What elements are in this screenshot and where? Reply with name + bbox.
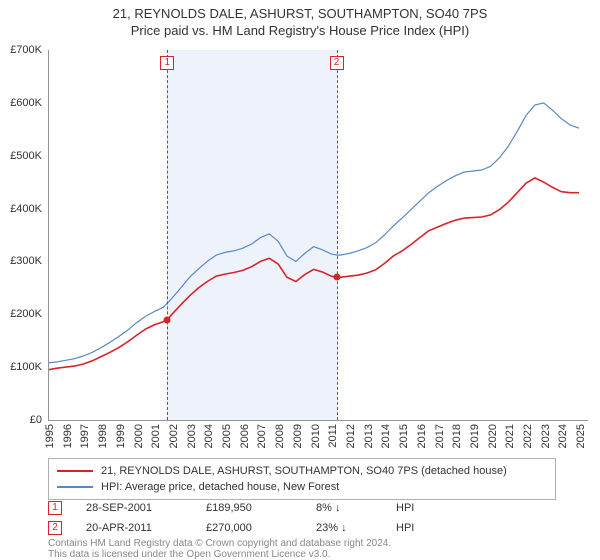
x-tick-label: 2000	[133, 424, 145, 448]
x-tick-label: 2012	[345, 424, 357, 448]
legend-label-property: 21, REYNOLDS DALE, ASHURST, SOUTHAMPTON,…	[101, 465, 507, 477]
sale-marker-box: 2	[330, 56, 344, 70]
x-tick-label: 2014	[380, 424, 392, 448]
y-axis	[48, 50, 49, 420]
sale-marker-box: 2	[48, 521, 62, 535]
sale-dot	[333, 274, 340, 281]
legend-label-hpi: HPI: Average price, detached house, New …	[101, 481, 339, 493]
x-tick-label: 2020	[487, 424, 499, 448]
sale-price: £189,950	[206, 502, 316, 514]
legend-item-hpi: HPI: Average price, detached house, New …	[57, 479, 547, 495]
x-tick-label: 2025	[575, 424, 587, 448]
legend-item-property: 21, REYNOLDS DALE, ASHURST, SOUTHAMPTON,…	[57, 463, 547, 479]
x-tick-label: 1997	[79, 424, 91, 448]
series-hpi	[48, 103, 579, 363]
x-axis	[48, 420, 588, 421]
x-tick-label: 2016	[416, 424, 428, 448]
x-tick-label: 2008	[274, 424, 286, 448]
x-tick-label: 2003	[186, 424, 198, 448]
footer-line-1: Contains HM Land Registry data © Crown c…	[48, 538, 391, 549]
chart-title: 21, REYNOLDS DALE, ASHURST, SOUTHAMPTON,…	[0, 0, 600, 38]
x-tick-label: 2007	[256, 424, 268, 448]
x-tick-label: 2013	[363, 424, 375, 448]
x-tick-label: 2023	[540, 424, 552, 448]
y-tick-label: £100K	[0, 361, 42, 373]
x-tick-label: 2021	[504, 424, 516, 448]
sale-marker-box: 1	[160, 56, 174, 70]
y-tick-label: £0	[0, 414, 42, 426]
legend-swatch-hpi	[57, 486, 93, 488]
x-tick-label: 2024	[557, 424, 569, 448]
x-tick-label: 2017	[434, 424, 446, 448]
y-tick-label: £600K	[0, 97, 42, 109]
y-tick-label: £400K	[0, 203, 42, 215]
title-line-1: 21, REYNOLDS DALE, ASHURST, SOUTHAMPTON,…	[0, 6, 600, 21]
footer: Contains HM Land Registry data © Crown c…	[48, 538, 391, 560]
sale-delta: 8% ↓	[316, 502, 396, 514]
sale-date: 20-APR-2011	[86, 522, 206, 534]
sale-dot	[164, 316, 171, 323]
series-property	[48, 178, 579, 370]
x-tick-label: 2005	[221, 424, 233, 448]
sale-delta: 23% ↓	[316, 522, 396, 534]
y-tick-label: £700K	[0, 44, 42, 56]
x-tick-label: 1996	[62, 424, 74, 448]
x-tick-label: 2011	[327, 424, 339, 448]
x-tick-label: 2002	[168, 424, 180, 448]
chart-area: £0£100K£200K£300K£400K£500K£600K£700K199…	[48, 50, 588, 420]
sale-vs: HPI	[396, 502, 456, 514]
sale-vline	[337, 50, 338, 420]
x-tick-label: 2009	[292, 424, 304, 448]
x-tick-label: 2010	[310, 424, 322, 448]
sale-price: £270,000	[206, 522, 316, 534]
sales-row: 1 28-SEP-2001£189,9508% ↓HPI	[48, 500, 456, 516]
x-tick-label: 2019	[469, 424, 481, 448]
title-line-2: Price paid vs. HM Land Registry's House …	[0, 23, 600, 38]
legend-swatch-property	[57, 470, 93, 472]
line-chart	[48, 50, 588, 420]
y-tick-label: £300K	[0, 255, 42, 267]
y-tick-label: £500K	[0, 150, 42, 162]
y-tick-label: £200K	[0, 308, 42, 320]
x-tick-label: 1995	[44, 424, 56, 448]
sales-row: 2 20-APR-2011£270,00023% ↓HPI	[48, 520, 456, 536]
sale-date: 28-SEP-2001	[86, 502, 206, 514]
x-tick-label: 1998	[97, 424, 109, 448]
x-tick-label: 2015	[398, 424, 410, 448]
x-tick-label: 2004	[203, 424, 215, 448]
sale-vs: HPI	[396, 522, 456, 534]
legend: 21, REYNOLDS DALE, ASHURST, SOUTHAMPTON,…	[48, 458, 556, 500]
sale-marker-box: 1	[48, 501, 62, 515]
x-tick-label: 2022	[522, 424, 534, 448]
footer-line-2: This data is licensed under the Open Gov…	[48, 549, 391, 560]
x-tick-label: 1999	[115, 424, 127, 448]
x-tick-label: 2018	[451, 424, 463, 448]
sales-table: 1 28-SEP-2001£189,9508% ↓HPI 2 20-APR-2011£…	[48, 500, 456, 540]
x-tick-label: 2006	[239, 424, 251, 448]
x-tick-label: 2001	[150, 424, 162, 448]
sale-vline	[167, 50, 168, 420]
